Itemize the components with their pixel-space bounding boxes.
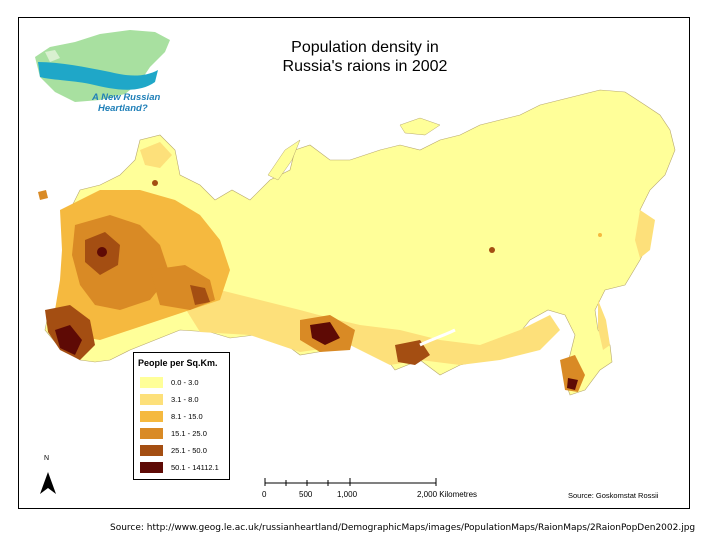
heartland-logo	[35, 30, 170, 102]
north-label: N	[44, 455, 50, 462]
caucasus-core	[55, 325, 82, 355]
data-source: Source: Goskomstat Rossii	[568, 491, 659, 500]
legend-item: 25.1 - 50.0	[140, 445, 228, 457]
legend-item: 3.1 - 8.0	[140, 394, 228, 406]
kamchatka	[635, 210, 655, 258]
title-line2: Russia's raions in 2002	[282, 58, 448, 75]
murmansk	[152, 180, 158, 186]
legend-label: 50.1 - 14112.1	[171, 463, 219, 472]
legend-swatch	[140, 411, 163, 422]
kola	[140, 142, 172, 168]
legend-item: 8.1 - 15.0	[140, 411, 228, 423]
logo-line1: A New Russian	[92, 92, 161, 103]
legend-label: 15.1 - 25.0	[171, 429, 207, 438]
legend-swatch	[140, 394, 163, 405]
scale-tick-label: 500	[299, 490, 313, 499]
legend-swatch	[140, 445, 163, 456]
logo-text: A New Russian Heartland?	[92, 92, 160, 114]
legend-swatch	[140, 462, 163, 473]
map-title: Population density in Russia's raions in…	[240, 38, 490, 76]
title-line1: Population density in	[291, 39, 439, 56]
legend-item: 15.1 - 25.0	[140, 428, 228, 440]
vladivostok	[567, 378, 578, 390]
sakhalin	[598, 300, 610, 350]
logo-line2: Heartland?	[98, 103, 148, 114]
legend-label: 8.1 - 15.0	[171, 412, 203, 421]
legend-swatch	[140, 428, 163, 439]
legend-label: 3.1 - 8.0	[171, 395, 199, 404]
lake-baikal	[419, 328, 456, 347]
scale-tick-label: 2,000 Kilometres	[417, 490, 478, 499]
legend-label: 0.0 - 3.0	[171, 378, 199, 387]
primorye	[560, 355, 585, 392]
urals-core	[190, 285, 210, 305]
legend-label: 25.1 - 50.0	[171, 446, 207, 455]
moscow-city	[97, 247, 107, 257]
kaliningrad	[38, 190, 48, 200]
scale-tick-label: 1,000	[337, 490, 358, 499]
magadan	[598, 233, 602, 237]
northern-islands	[399, 117, 441, 136]
scale-tick-label: 0	[262, 490, 267, 499]
baikal-region	[395, 340, 430, 365]
legend-item: 0.0 - 3.0	[140, 377, 228, 389]
southern-band	[180, 290, 560, 365]
scale-bar	[264, 478, 437, 486]
kuzbass	[310, 322, 340, 345]
legend-item: 50.1 - 14112.1	[140, 462, 228, 474]
source-url: Source: http://www.geog.le.ac.uk/russian…	[110, 523, 696, 533]
yakutsk	[489, 247, 495, 253]
north-arrow-icon	[40, 472, 56, 494]
legend-title: People per Sq.Km.	[138, 358, 218, 368]
legend-swatch	[140, 377, 163, 388]
novaya-zemlya	[267, 139, 301, 181]
legend: People per Sq.Km. 0.0 - 3.0 3.1 - 8.0 8.…	[133, 352, 230, 480]
